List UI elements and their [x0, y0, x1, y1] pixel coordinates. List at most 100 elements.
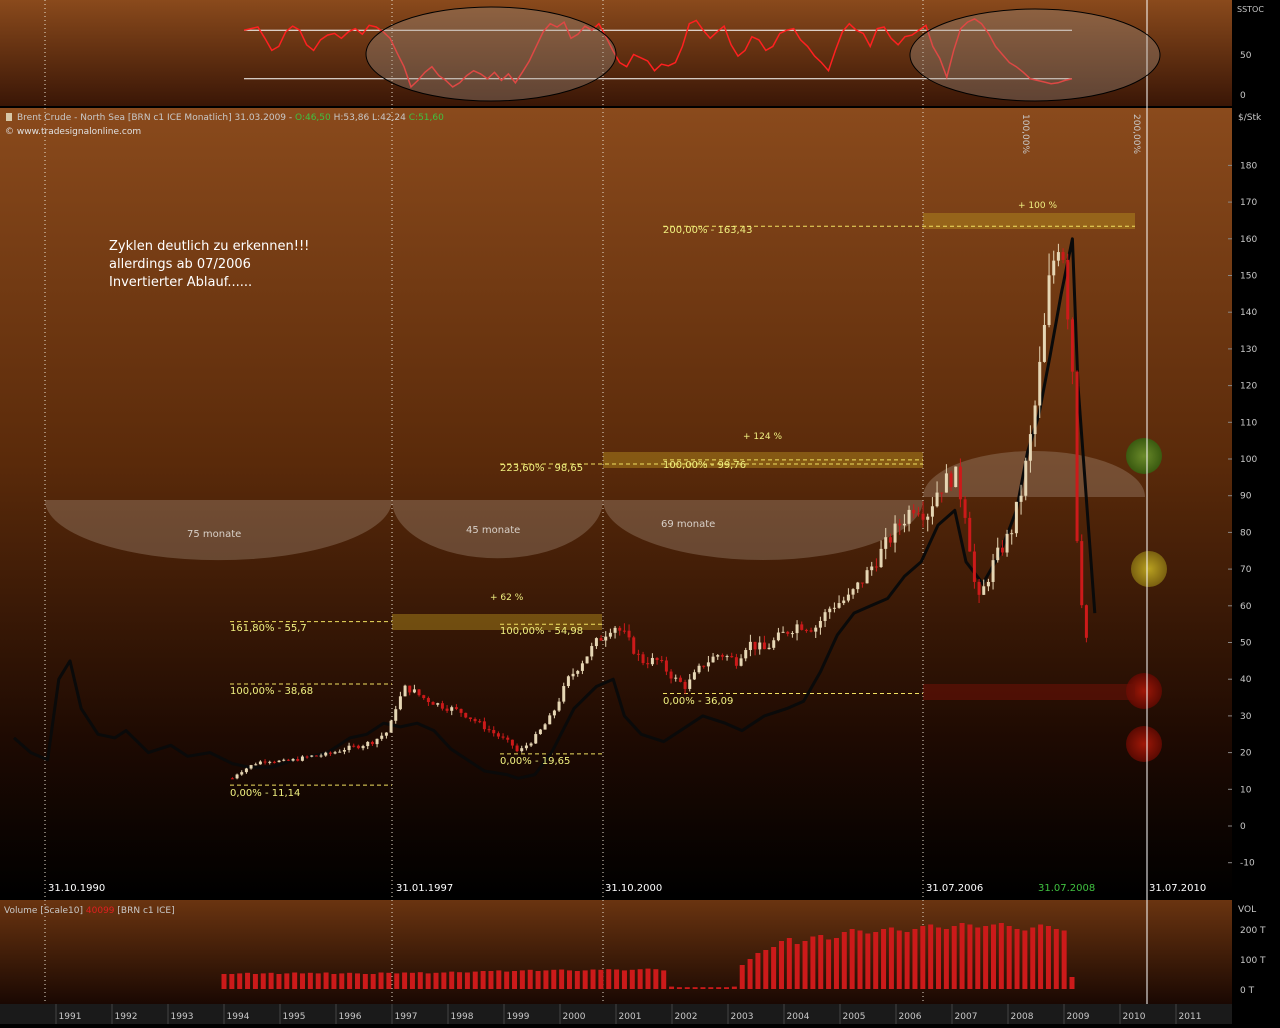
candle-body [963, 499, 967, 518]
candle-body [347, 745, 351, 750]
candle-body [898, 523, 902, 526]
candle-body [912, 509, 916, 514]
volume-bar [653, 969, 659, 989]
candle-body [823, 612, 827, 621]
y-tick-label: 110 [1240, 418, 1257, 428]
candle-body [879, 548, 883, 568]
y-tick-label: 90 [1240, 492, 1252, 502]
candle-body [865, 570, 869, 584]
candle-body [1070, 319, 1074, 372]
volume-bar [888, 927, 894, 989]
candle-body [445, 708, 449, 711]
volume-bar [1069, 977, 1075, 989]
volume-bar [826, 939, 832, 989]
volume-bar [755, 953, 761, 989]
candle-body [417, 689, 421, 696]
arc-label-45: 45 monate [466, 525, 520, 536]
candle-body [842, 600, 846, 604]
year-label: 2001 [619, 1012, 642, 1022]
price-title: Brent Crude - North Sea [BRN c1 ICE Mona… [17, 113, 444, 123]
volume-bar [315, 973, 321, 989]
price-unit: $/Stk [1238, 113, 1262, 123]
candle-body [851, 589, 855, 595]
candle-body [468, 717, 472, 720]
date-label: 31.10.1990 [48, 883, 105, 894]
candle-body [739, 658, 743, 666]
volume-title: Volume [Scale10] 40099 [BRN c1 ICE] [4, 906, 175, 916]
year-label: 2011 [1179, 1012, 1202, 1022]
year-label: 2008 [1011, 1012, 1034, 1022]
volume-bar [496, 970, 502, 989]
copyright-text: © www.tradesignalonline.com [5, 127, 141, 137]
candle-body [944, 473, 948, 493]
candle-body [846, 594, 850, 601]
candle-body [524, 745, 528, 749]
candle-body [431, 702, 435, 705]
candle-body [1052, 260, 1056, 276]
volume-bar [598, 969, 604, 989]
candle-body [482, 721, 486, 730]
annotation-line-3: Invertierter Ablauf...... [109, 275, 252, 290]
candle-body [254, 764, 258, 766]
volume-bar [739, 965, 745, 989]
candle-body [604, 636, 608, 641]
sstoc-tick: 50 [1240, 51, 1252, 61]
year-label: 1994 [227, 1012, 250, 1022]
candle-body [580, 663, 584, 671]
candle-body [1005, 533, 1009, 553]
volume-bar [621, 970, 627, 989]
candle-body [263, 761, 267, 763]
candle-body [809, 630, 813, 632]
candle-body [534, 734, 538, 744]
candle-body [776, 632, 780, 641]
candle-body [408, 685, 412, 693]
volume-bar [566, 970, 572, 989]
volume-bar [464, 972, 470, 989]
volume-bar [1030, 927, 1036, 989]
volume-bar [519, 970, 525, 989]
volume-bar [661, 970, 667, 989]
volume-bar [394, 973, 400, 989]
candle-body [548, 715, 552, 725]
candle-body [870, 566, 874, 571]
candle-body [996, 547, 1000, 561]
shadow-line [13, 237, 1097, 780]
candle-body [982, 586, 986, 595]
candle-body [921, 513, 925, 520]
fib-label: 0,00% - 36,09 [663, 696, 733, 707]
volume-bar [951, 926, 957, 989]
volume-bar [716, 987, 722, 989]
volume-bar [409, 972, 415, 989]
zone-163 [923, 213, 1135, 229]
candle-body [725, 656, 729, 658]
volume-bar [747, 959, 753, 989]
candle-body [543, 724, 547, 730]
year-label: 2010 [1123, 1012, 1146, 1022]
y-tick-label: 140 [1240, 308, 1257, 318]
candle-body [272, 761, 276, 763]
y-tick-label: 60 [1240, 602, 1252, 612]
volume-bar [402, 972, 408, 989]
candle-body [562, 686, 566, 702]
cycle-arc-4 [923, 451, 1145, 497]
candle-body [832, 607, 836, 609]
volume-bar [833, 938, 839, 989]
pct-label-200: 200,00% [1131, 114, 1141, 154]
candle-body [403, 685, 407, 697]
volume-bar [1053, 929, 1059, 989]
candle-body [319, 755, 323, 757]
gain-label-62: + 62 % [490, 593, 524, 603]
candle-body [464, 712, 468, 718]
volume-bar [1061, 930, 1067, 989]
candle-body [450, 707, 454, 711]
volume-tick: 200 T [1240, 926, 1266, 936]
volume-bar [292, 972, 298, 989]
candle-body [781, 631, 785, 633]
candle-body [856, 582, 860, 590]
volume-bar [606, 969, 612, 989]
volume-bar [323, 972, 329, 989]
candle-body [492, 729, 496, 734]
candle-body [501, 736, 505, 738]
candle-body [375, 738, 379, 745]
candle-body [566, 676, 570, 687]
